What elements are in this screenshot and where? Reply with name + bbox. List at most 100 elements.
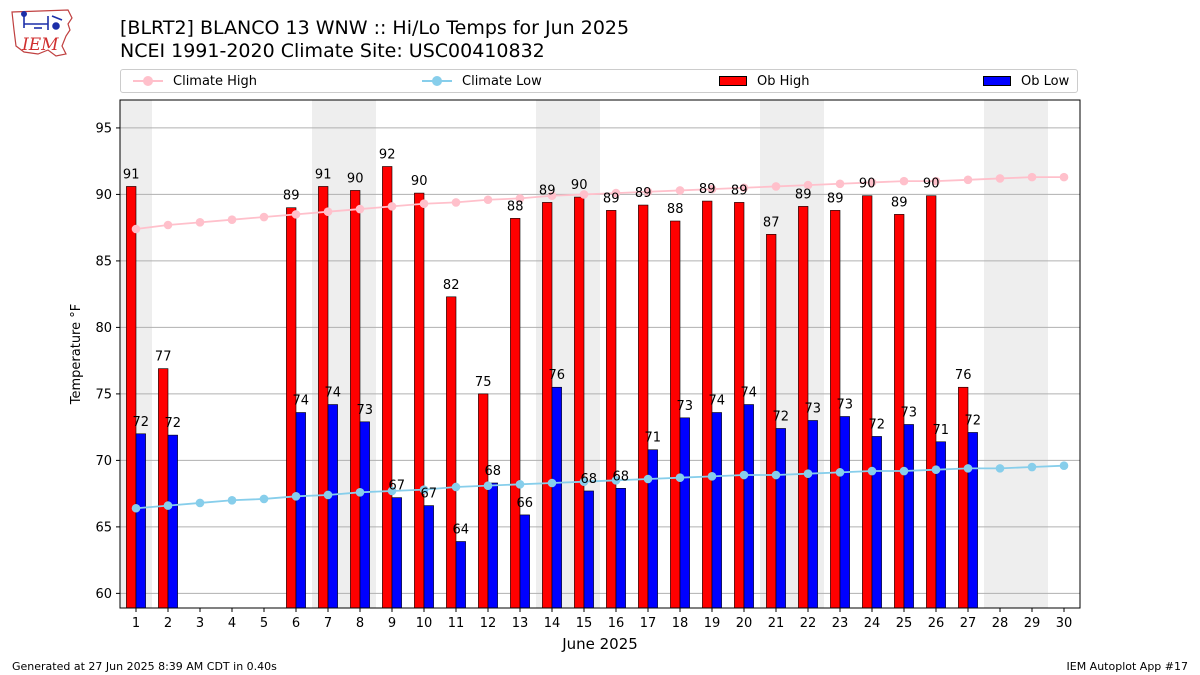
- x-tick-label-23: 23: [832, 616, 849, 631]
- ob-low-bar-day-14: [551, 386, 562, 609]
- climate-low-point-day-19: [707, 472, 717, 481]
- climate-high-point-day-11: [451, 198, 461, 207]
- ob-high-bar-day-15: [574, 196, 585, 609]
- ob-high-label-day-9: 92: [379, 147, 396, 162]
- climate-low-point-day-1: [131, 503, 141, 513]
- ob-low-bar-day-2: [167, 434, 178, 609]
- legend-ob-low: Ob Low: [983, 70, 1069, 92]
- x-tick-label-11: 11: [448, 616, 465, 631]
- ob-high-bar-day-24: [862, 195, 873, 609]
- climate-high-point-day-27: [963, 175, 973, 185]
- ob-high-bar-day-17: [638, 204, 649, 609]
- climate-high-point-day-1: [131, 224, 141, 234]
- weekend-shade-day-7: [312, 100, 344, 608]
- ob-high-bar-day-12: [478, 393, 489, 609]
- ob-low-bar-day-12: [487, 482, 498, 609]
- climate-low-point-day-5: [259, 494, 269, 504]
- weekend-shade-day-15: [568, 100, 600, 608]
- climate-high-point-day-23: [835, 179, 845, 189]
- climate-low-point-day-20: [739, 470, 749, 480]
- ob-high-bar-day-13: [510, 218, 521, 609]
- ob-high-label-day-2: 77: [155, 350, 172, 365]
- climate-low-point-day-2: [163, 501, 173, 510]
- ob-low-bar-day-9: [391, 497, 402, 609]
- x-tick-label-4: 4: [228, 616, 236, 631]
- climate-high-point-day-30: [1059, 172, 1069, 182]
- climate-low-point-day-3: [195, 498, 205, 508]
- legend-climate-low: Climate Low: [422, 70, 542, 92]
- ob-low-label-day-21: 72: [773, 409, 790, 424]
- ob-low-label-day-26: 71: [933, 423, 950, 438]
- ob-low-bar-day-20: [743, 404, 754, 609]
- climate-high-point-day-2: [163, 220, 173, 230]
- ob-low-bar-day-22: [807, 420, 818, 609]
- ob-high-label-day-26: 90: [923, 177, 940, 192]
- ob-low-label-day-25: 73: [901, 405, 918, 420]
- legend-ob-low-swatch: [983, 76, 1011, 86]
- climate-low-line: [135, 464, 1065, 510]
- x-tick-label-30: 30: [1056, 616, 1073, 631]
- climate-low-point-day-16: [611, 476, 621, 485]
- ob-low-label-day-7: 74: [325, 386, 342, 401]
- climate-low-point-day-9: [387, 486, 397, 496]
- climate-high-point-day-12: [483, 195, 493, 205]
- climate-high-point-day-24: [867, 178, 877, 187]
- x-tick-label-28: 28: [992, 616, 1009, 631]
- footer-app: IEM Autoplot App #17: [1066, 660, 1189, 673]
- chart-subtitle: NCEI 1991-2020 Climate Site: USC00410832: [120, 40, 545, 62]
- x-tick-label-26: 26: [928, 616, 945, 631]
- ob-high-bar-day-23: [830, 210, 841, 609]
- ob-low-bar-day-27: [967, 432, 978, 609]
- footer-generated: Generated at 27 Jun 2025 8:39 AM CDT in …: [12, 660, 277, 673]
- ob-low-bar-day-21: [775, 428, 786, 609]
- ob-low-bar-day-19: [711, 412, 722, 609]
- climate-low-point-day-13: [515, 480, 525, 489]
- climate-low-point-day-22: [803, 469, 813, 478]
- ob-low-bar-day-7: [327, 404, 338, 609]
- legend: Climate High Climate Low Ob High Ob Low: [120, 69, 1078, 93]
- climate-high-point-day-5: [259, 212, 269, 222]
- climate-high-point-day-10: [419, 199, 429, 209]
- x-tick-label-21: 21: [768, 616, 785, 631]
- weekend-shade-day-28: [984, 100, 1016, 608]
- x-tick-label-7: 7: [324, 616, 332, 631]
- ob-low-label-day-9: 67: [389, 479, 406, 494]
- climate-high-point-day-14: [547, 191, 557, 201]
- climate-low-point-day-11: [451, 482, 461, 492]
- ob-low-bar-day-8: [359, 421, 370, 609]
- iem-logo: IEM: [11, 9, 73, 57]
- legend-climate-low-marker: [422, 76, 452, 86]
- ob-high-bar-day-7: [318, 186, 329, 609]
- climate-high-point-day-13: [515, 194, 525, 203]
- x-tick-label-5: 5: [260, 616, 268, 631]
- weekend-shade-day-21: [760, 100, 792, 608]
- climate-low-point-day-26: [931, 465, 941, 474]
- climate-high-point-day-3: [195, 218, 205, 227]
- climate-low-point-day-10: [419, 485, 429, 494]
- ob-low-bar-day-25: [903, 424, 914, 609]
- x-tick-label-2: 2: [164, 616, 172, 631]
- ob-high-label-day-11: 82: [443, 278, 460, 293]
- ob-low-label-day-6: 74: [293, 394, 310, 409]
- ob-low-label-day-12: 68: [485, 464, 502, 479]
- climate-low-point-day-15: [579, 477, 589, 486]
- ob-high-bar-day-16: [606, 210, 617, 609]
- ob-high-label-day-20: 89: [731, 183, 748, 198]
- climate-high-point-day-17: [643, 187, 653, 197]
- ob-high-label-day-23: 89: [827, 191, 844, 206]
- ob-low-bar-day-13: [519, 514, 530, 609]
- ob-high-label-day-27: 76: [955, 368, 972, 383]
- ob-low-bar-day-24: [871, 436, 882, 609]
- ob-high-label-day-16: 89: [603, 191, 620, 206]
- ob-high-bar-day-25: [894, 214, 905, 609]
- climate-low-point-day-7: [323, 490, 333, 500]
- y-tick-label-65: 65: [95, 520, 112, 535]
- ob-high-label-day-13: 88: [507, 199, 524, 214]
- ob-high-label-day-6: 89: [283, 189, 300, 204]
- climate-low-point-day-24: [867, 466, 877, 476]
- ob-low-bar-day-15: [583, 490, 594, 609]
- ob-low-bar-day-26: [935, 441, 946, 609]
- ob-high-bar-day-20: [734, 202, 745, 609]
- climate-low-point-day-8: [355, 488, 365, 497]
- climate-low-point-day-4: [227, 495, 237, 505]
